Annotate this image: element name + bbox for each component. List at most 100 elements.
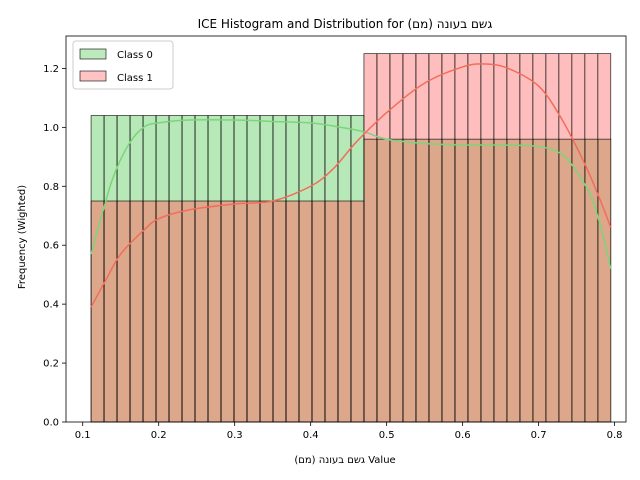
hist-bar-overlap — [169, 201, 183, 422]
hist-bar-overlap — [597, 139, 611, 423]
hist-bar-overlap — [337, 201, 351, 422]
hist-bar-overlap — [428, 139, 442, 423]
axes-frame — [65, 35, 627, 423]
hist-bar-class-1 — [376, 53, 390, 140]
hist-bar-overlap — [324, 201, 338, 422]
hist-bar-class-1 — [415, 53, 429, 140]
hist-bar-overlap — [558, 139, 572, 423]
kde-line-class-0 — [90, 118, 612, 269]
chart-title: ICE Histogram and Distribution for גשם ב… — [198, 17, 493, 31]
hist-bar-class-1 — [480, 53, 494, 140]
hist-bar-class-0 — [246, 115, 260, 202]
hist-bar-overlap — [246, 201, 260, 422]
plot-area — [91, 53, 611, 423]
hist-bar-class-1 — [454, 53, 468, 140]
legend: Class 0 Class 1 — [72, 40, 174, 90]
legend-swatch-class-1 — [79, 70, 107, 82]
hist-bar-overlap — [402, 139, 416, 423]
hist-bar-overlap — [415, 139, 429, 423]
y-tick-label: 0.6 — [43, 241, 59, 252]
x-tick-label: 0.2 — [151, 430, 167, 441]
hist-bar-class-1 — [493, 53, 507, 140]
hist-bar-overlap — [91, 201, 105, 422]
hist-bar-class-1 — [389, 53, 403, 140]
hist-bar-class-0 — [156, 115, 170, 202]
x-axis-label: גשם בעונה (מם) Value — [294, 455, 395, 466]
hist-bar-overlap — [389, 139, 403, 423]
hist-bar-class-0 — [298, 115, 312, 202]
hist-bar-class-0 — [337, 115, 351, 202]
x-tick-label: 0.8 — [607, 430, 623, 441]
x-tick-label: 0.5 — [379, 430, 395, 441]
y-tick-label: 0.4 — [43, 300, 59, 311]
hist-bar-overlap — [454, 139, 468, 423]
hist-bar-overlap — [363, 139, 377, 423]
hist-bar-overlap — [104, 201, 118, 422]
hist-bar-class-0 — [311, 115, 325, 202]
hist-bar-overlap — [532, 139, 546, 423]
y-tick-label: 0.0 — [43, 418, 59, 429]
hist-bar-class-0 — [272, 115, 286, 202]
x-tick-label: 0.4 — [303, 430, 319, 441]
y-axis: 0.0 0.2 0.4 0.6 0.8 1.0 1.2 — [43, 64, 66, 429]
hist-bar-class-1 — [532, 53, 546, 140]
hist-bar-overlap — [285, 201, 299, 422]
hist-bar-overlap — [376, 139, 390, 423]
hist-bar-class-1 — [519, 53, 533, 140]
hist-bar-class-0 — [350, 115, 364, 202]
hist-bar-overlap — [311, 201, 325, 422]
hist-bar-overlap — [143, 201, 157, 422]
legend-label-class-1: Class 1 — [117, 73, 153, 84]
hist-bar-class-1 — [441, 53, 455, 140]
hist-bar-overlap — [195, 201, 209, 422]
hist-bar-class-0 — [117, 115, 131, 202]
legend-label-class-0: Class 0 — [117, 50, 153, 61]
hist-bar-overlap — [298, 201, 312, 422]
y-tick-label: 0.2 — [43, 359, 59, 370]
hist-bar-class-0 — [182, 115, 196, 202]
hist-bar-class-0 — [208, 115, 222, 202]
hist-bar-class-1 — [584, 53, 598, 140]
x-tick-label: 0.3 — [227, 430, 243, 441]
x-tick-label: 0.1 — [75, 430, 91, 441]
hist-bar-class-1 — [558, 53, 572, 140]
hist-bar-overlap — [130, 201, 144, 422]
hist-bar-class-1 — [571, 53, 585, 140]
hist-bar-overlap — [234, 201, 247, 422]
y-tick-label: 1.0 — [43, 123, 59, 134]
x-tick-label: 0.6 — [455, 430, 471, 441]
hist-bar-overlap — [480, 139, 494, 423]
hist-bar-class-0 — [234, 115, 247, 202]
y-axis-label: Frequency (Wighted) — [17, 185, 28, 289]
hist-bar-overlap — [182, 201, 196, 422]
hist-bar-class-1 — [545, 53, 559, 140]
hist-bar-class-0 — [91, 115, 105, 202]
hist-bar-class-1 — [428, 53, 442, 140]
hist-bar-overlap — [117, 201, 131, 422]
hist-bar-class-0 — [104, 115, 118, 202]
hist-bar-overlap — [519, 139, 533, 423]
hist-bar-class-0 — [195, 115, 209, 202]
hist-bar-class-0 — [324, 115, 338, 202]
hist-bar-overlap — [467, 139, 481, 423]
x-tick-label: 0.7 — [531, 430, 547, 441]
hist-bar-class-0 — [221, 115, 234, 202]
hist-bar-overlap — [493, 139, 507, 423]
hist-bar-class-1 — [363, 53, 377, 140]
hist-bar-overlap — [545, 139, 559, 423]
hist-bar-class-1 — [402, 53, 416, 140]
hist-bar-class-1 — [506, 53, 520, 140]
hist-bar-overlap — [208, 201, 222, 422]
hist-bar-overlap — [156, 201, 170, 422]
hist-bar-overlap — [584, 139, 598, 423]
hist-bar-overlap — [272, 201, 286, 422]
hist-bar-class-0 — [259, 115, 273, 202]
plot-overlay — [65, 35, 627, 423]
hist-bar-class-0 — [169, 115, 183, 202]
y-tick-label: 1.2 — [43, 64, 59, 75]
hist-bar-overlap — [221, 201, 234, 422]
hist-bar-overlap — [350, 201, 364, 422]
hist-bar-overlap — [571, 139, 585, 423]
kde-line-class-1 — [90, 63, 612, 308]
